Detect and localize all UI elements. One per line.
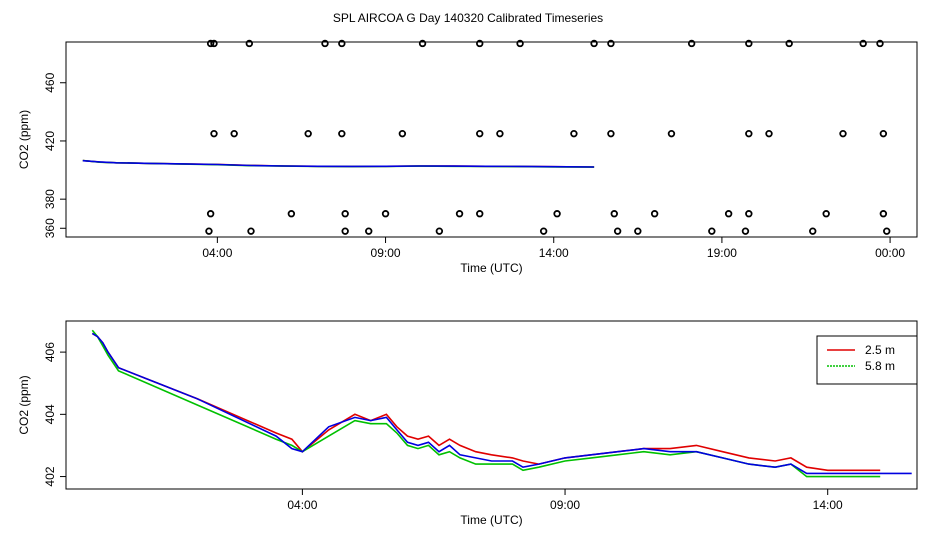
x-axis-label-0: Time (UTC) bbox=[460, 261, 522, 275]
scatter-point-0-35 bbox=[553, 210, 561, 218]
scatter-point-0-40 bbox=[822, 210, 830, 218]
scatter-point-0-26 bbox=[765, 129, 773, 138]
y-tick-label-0-1: 420 bbox=[43, 131, 57, 151]
scatter-point-0-11 bbox=[745, 39, 753, 48]
scatter-point-0-29 bbox=[206, 210, 215, 218]
legend-entry-1: 5.8 m bbox=[865, 359, 895, 373]
scatter-point-0-38 bbox=[724, 210, 733, 218]
plot-frame-1 bbox=[65, 320, 918, 490]
scatter-point-0-18 bbox=[338, 129, 346, 138]
legend-entry-0: 2.5 m bbox=[865, 343, 895, 357]
scatter-point-0-31 bbox=[341, 210, 349, 218]
scatter-point-0-8 bbox=[590, 39, 598, 48]
x-tick-label-0-4: 00:00 bbox=[875, 246, 905, 260]
scatter-point-0-7 bbox=[516, 39, 524, 48]
legend: 2.5 m 5.8 m bbox=[816, 335, 918, 385]
series-line-1-green bbox=[91, 329, 881, 478]
series-line-0-blue bbox=[82, 159, 595, 168]
scatter-point-0-34 bbox=[476, 210, 484, 218]
scatter-point-0-37 bbox=[650, 210, 659, 218]
scatter-point-0-49 bbox=[634, 227, 642, 235]
scatter-point-0-50 bbox=[708, 227, 716, 235]
scatter-point-0-6 bbox=[476, 39, 484, 48]
x-tick-label-1-2: 14:00 bbox=[813, 498, 843, 512]
scatter-point-0-45 bbox=[365, 227, 373, 235]
y-tick-label-1-1: 404 bbox=[43, 404, 57, 424]
series-line-1-red bbox=[91, 332, 881, 472]
y-tick-label-0-3: 360 bbox=[43, 218, 57, 238]
scatter-point-0-51 bbox=[741, 227, 750, 235]
scatter-point-0-12 bbox=[785, 39, 793, 48]
scatter-point-0-1 bbox=[210, 39, 218, 48]
scatter-point-0-30 bbox=[287, 210, 296, 218]
scatter-point-0-46 bbox=[435, 227, 444, 235]
x-tick-label-1-1: 09:00 bbox=[550, 498, 580, 512]
scatter-point-0-41 bbox=[879, 210, 888, 218]
scatter-point-0-3 bbox=[321, 39, 329, 48]
scatter-point-0-13 bbox=[859, 39, 867, 48]
scatter-point-0-28 bbox=[879, 129, 888, 138]
scatter-point-0-39 bbox=[745, 210, 753, 218]
scatter-point-0-27 bbox=[839, 129, 847, 138]
y-tick-label-0-0: 380 bbox=[43, 189, 57, 209]
scatter-point-0-23 bbox=[607, 129, 615, 138]
scatter-point-0-48 bbox=[613, 227, 622, 235]
timeseries-panel-full-day: 04:00 09:00 14:00 19:00 00:00 380 420 460 360 Tim… bbox=[17, 39, 918, 275]
x-tick-label-0-2: 14:00 bbox=[539, 246, 569, 260]
scatter-point-0-44 bbox=[341, 227, 349, 235]
scatter-point-0-52 bbox=[809, 227, 817, 235]
y-tick-label-1-2: 406 bbox=[43, 342, 57, 362]
scatter-point-0-32 bbox=[381, 210, 390, 218]
scatter-point-0-24 bbox=[667, 129, 676, 138]
scatter-point-0-17 bbox=[304, 129, 312, 138]
scatter-point-0-53 bbox=[883, 227, 891, 235]
plot-frame-0 bbox=[65, 41, 918, 238]
figure-title: SPL AIRCOA G Day 140320 Calibrated Times… bbox=[333, 11, 603, 25]
x-tick-label-1-0: 04:00 bbox=[287, 498, 317, 512]
series-line-1-blue bbox=[91, 332, 912, 475]
scatter-point-0-25 bbox=[745, 129, 753, 138]
scatter-point-0-14 bbox=[876, 39, 884, 48]
scatter-point-0-42 bbox=[205, 227, 213, 235]
timeseries-panel-zoom: 04:00 09:00 14:00 402 404 406 Time (UTC) CO2 (p… bbox=[17, 320, 918, 527]
scatter-point-0-2 bbox=[245, 39, 254, 48]
scatter-point-0-15 bbox=[210, 129, 218, 138]
y-tick-label-0-2: 460 bbox=[43, 72, 57, 92]
scatter-point-0-43 bbox=[247, 227, 255, 235]
scatter-point-0-22 bbox=[570, 129, 578, 138]
scatter-point-0-36 bbox=[610, 210, 618, 218]
scatter-point-0-47 bbox=[539, 227, 548, 235]
y-axis-label-1: CO2 (ppm) bbox=[17, 375, 31, 434]
scatter-point-0-10 bbox=[687, 39, 696, 48]
y-axis-label-0: CO2 (ppm) bbox=[17, 110, 31, 169]
y-tick-label-1-0: 402 bbox=[43, 466, 57, 486]
x-tick-label-0-3: 19:00 bbox=[707, 246, 737, 260]
x-axis-label-1: Time (UTC) bbox=[460, 513, 522, 527]
scatter-point-0-20 bbox=[476, 129, 484, 138]
scatter-point-0-5 bbox=[418, 39, 427, 48]
scatter-point-0-16 bbox=[230, 129, 238, 138]
scatter-point-0-33 bbox=[455, 210, 464, 218]
x-tick-label-0-0: 04:00 bbox=[202, 246, 232, 260]
scatter-point-0-19 bbox=[398, 129, 407, 138]
scatter-point-0-4 bbox=[338, 39, 346, 48]
legend-box bbox=[816, 335, 918, 385]
scatter-point-0-0 bbox=[206, 39, 215, 48]
scatter-point-0-21 bbox=[496, 129, 504, 138]
x-tick-label-0-1: 09:00 bbox=[371, 246, 401, 260]
scatter-point-0-9 bbox=[607, 39, 615, 48]
